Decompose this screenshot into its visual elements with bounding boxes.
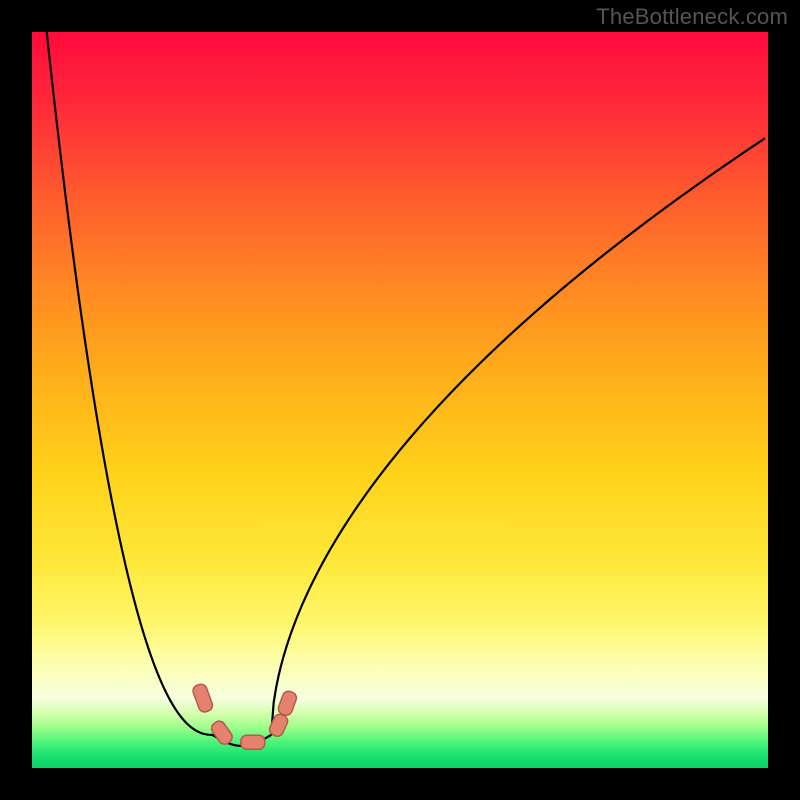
plot-area [32,32,768,768]
watermark-text: TheBottleneck.com [596,4,788,30]
heat-gradient [32,32,768,768]
